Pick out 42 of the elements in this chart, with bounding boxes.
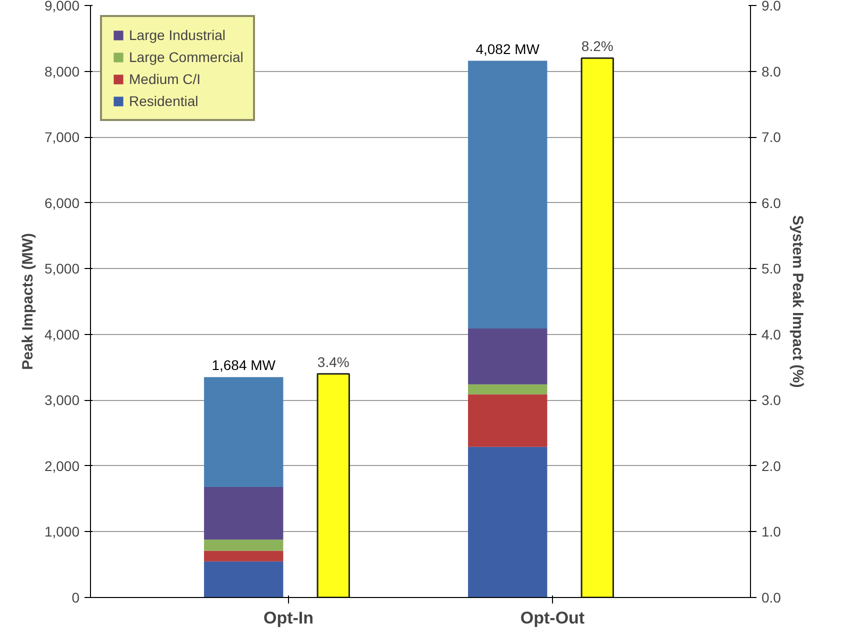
- y2-tick-label: 0.0: [762, 590, 782, 606]
- y-tick-label: 6,000: [44, 194, 80, 211]
- legend-label: Large Industrial: [129, 27, 226, 43]
- bar: [204, 561, 284, 598]
- y2-tick-label: 7.0: [762, 129, 782, 146]
- bar: [204, 540, 284, 551]
- x-tick-label: Opt-In: [263, 608, 314, 628]
- y-tick-label: 7,000: [44, 129, 80, 146]
- y-tick-label: 8,000: [44, 63, 80, 80]
- bar: [204, 377, 284, 487]
- y-tick-label: 3,000: [44, 392, 80, 408]
- data-label: 8.2%: [581, 38, 614, 54]
- bar: [468, 446, 548, 598]
- bar: [468, 394, 548, 447]
- y2-tick-label: 5.0: [762, 260, 782, 277]
- bar: [468, 60, 548, 328]
- y2-tick-label: 9.0: [762, 0, 782, 14]
- data-label: 3.4%: [317, 354, 350, 370]
- legend-label: Large Commercial: [129, 49, 244, 65]
- bar: [204, 486, 284, 540]
- y2-tick-label: 6.0: [762, 194, 782, 211]
- y2-tick-label: 1.0: [762, 524, 782, 540]
- annotation: 1,684 MW: [212, 357, 276, 374]
- bar: [468, 328, 548, 384]
- y-axis-title: Peak Impacts (MW): [19, 233, 36, 370]
- y-tick-label: 2,000: [44, 458, 80, 474]
- legend-label: Residential: [129, 93, 198, 109]
- y-tick-label: 9,000: [44, 0, 80, 14]
- x-tick-label: Opt-Out: [520, 608, 585, 628]
- legend-label: Medium C/I: [129, 71, 201, 87]
- y2-tick-label: 2.0: [762, 458, 782, 474]
- y-tick-label: 1,000: [44, 524, 80, 540]
- bar: [204, 550, 284, 562]
- y2-tick-label: 4.0: [762, 326, 782, 342]
- y-tick-label: 0: [72, 590, 80, 606]
- y-tick-label: 5,000: [44, 260, 80, 277]
- bar: [468, 384, 548, 394]
- annotation: 4,082 MW: [476, 40, 540, 57]
- y-tick-label: 4,000: [44, 326, 80, 342]
- y2-tick-label: 3.0: [762, 392, 782, 408]
- y2-tick-label: 8.0: [762, 63, 782, 80]
- y2-axis-title: System Peak Impact (%): [788, 215, 806, 388]
